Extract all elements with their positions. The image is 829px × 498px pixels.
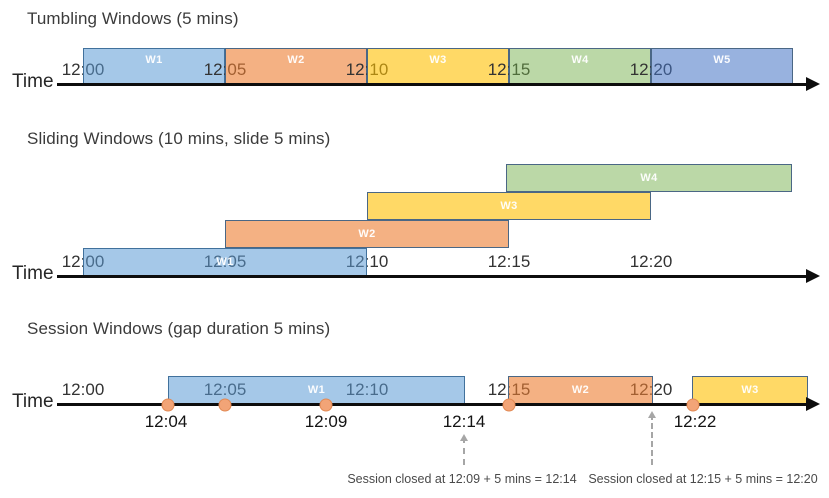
window-tumbling-w5: W5 (651, 48, 793, 84)
event-dot (319, 398, 333, 412)
time-axis-label: Time (12, 263, 54, 284)
section-title-tumbling: Tumbling Windows (5 mins) (27, 9, 239, 28)
window-session-w3: W3 (692, 376, 808, 404)
window-sliding-w3: W3 (367, 192, 651, 220)
axis-time-label: 12:15 (487, 252, 531, 271)
window-sliding-w4: W4 (506, 164, 792, 192)
window-label: W4 (640, 172, 658, 184)
window-label: W4 (571, 54, 589, 66)
window-label: W2 (358, 228, 376, 240)
event-dot (218, 398, 232, 412)
window-label: W2 (571, 384, 590, 396)
window-sliding-w2: W2 (225, 220, 509, 248)
event-dot (686, 398, 700, 412)
time-axis-label: Time (12, 391, 54, 412)
window-label: W1 (145, 54, 163, 66)
time-axis (57, 83, 806, 86)
event-dot (502, 398, 516, 412)
window-label: W1 (307, 384, 326, 396)
section-title-sliding: Sliding Windows (10 mins, slide 5 mins) (27, 129, 331, 148)
session-close-annotation: Session closed at 12:09 + 5 mins = 12:14 (347, 472, 577, 486)
axis-time-label: 12:20 (629, 252, 673, 271)
axis-arrowhead-icon (806, 397, 820, 411)
session-close-annotation: Session closed at 12:15 + 5 mins = 12:20 (588, 472, 818, 486)
window-label: W3 (741, 384, 759, 396)
window-label: W1 (216, 256, 234, 268)
window-sliding-w1: W1 (83, 248, 367, 276)
axis-time-label: 12:00 (61, 380, 105, 399)
window-label: W2 (287, 54, 305, 66)
axis-arrowhead-icon (806, 269, 820, 283)
window-session-w2: W2 (508, 376, 653, 404)
session-close-arrow-icon (648, 411, 656, 465)
window-tumbling-w1: W1 (83, 48, 225, 84)
event-time-label: 12:22 (673, 412, 717, 431)
event-time-label: 12:14 (442, 412, 486, 431)
window-label: W3 (429, 54, 447, 66)
session-close-arrow-icon (460, 434, 468, 465)
arrowhead-up-icon (460, 434, 468, 441)
event-dot (161, 398, 175, 412)
window-label: W5 (713, 54, 731, 66)
time-axis (57, 275, 806, 278)
time-axis (57, 403, 806, 406)
window-session-w1: W1 (168, 376, 465, 404)
window-label: W3 (500, 200, 518, 212)
arrowhead-up-icon (648, 411, 656, 418)
axis-arrowhead-icon (806, 77, 820, 91)
event-time-label: 12:09 (304, 412, 348, 431)
section-title-session: Session Windows (gap duration 5 mins) (27, 319, 331, 338)
event-time-label: 12:04 (144, 412, 188, 431)
time-axis-label: Time (12, 71, 54, 92)
